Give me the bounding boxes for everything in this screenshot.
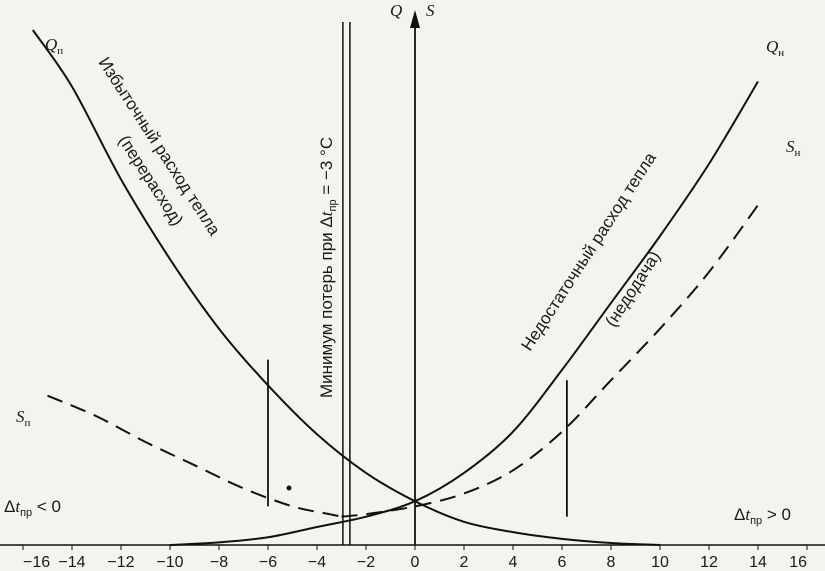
- label-q-deficit: Qн: [766, 37, 784, 59]
- dot-mark: [286, 485, 292, 491]
- x-tick-label: 6: [558, 554, 567, 571]
- markers: [267, 359, 568, 517]
- x-tick-label: 8: [607, 554, 616, 571]
- annotation-minimum: Минимум потерь при Δtпр = −3 °С: [317, 137, 339, 398]
- x-tick-label: −6: [259, 554, 277, 571]
- x-tick-label: 12: [700, 554, 718, 571]
- series-line: [47, 394, 342, 518]
- x-tick-label: −12: [107, 554, 134, 571]
- x-tick-label: 14: [749, 554, 767, 571]
- x-tick-label: −4: [308, 554, 326, 571]
- y-axis-label-q: Q: [390, 1, 402, 20]
- y-axis-arrow-icon: [410, 10, 420, 28]
- y-axis-label-s: S: [426, 1, 435, 20]
- minimum-loss-line: [342, 22, 351, 545]
- x-tick-label: 16: [789, 554, 807, 571]
- annotation-deficit-sub: (недодача): [601, 248, 664, 331]
- x-tick-label: 4: [509, 554, 518, 571]
- label-dt-positive: Δtпр > 0: [734, 505, 791, 527]
- x-tick-label: 2: [460, 554, 469, 571]
- x-tick-label: −14: [58, 554, 85, 571]
- curves: [31, 29, 759, 546]
- annotation-excess: Избыточный расход тепла: [95, 54, 225, 239]
- label-s-deficit: Sн: [786, 137, 801, 159]
- x-tick-label: −2: [357, 554, 375, 571]
- x-tick-label: 10: [651, 554, 669, 571]
- label-dt-negative: Δtпр < 0: [4, 497, 61, 519]
- annotation-deficit: Недостаточный расход тепла: [517, 149, 660, 355]
- x-tick-label: −16: [23, 554, 50, 571]
- x-tick-label: 0: [411, 554, 420, 571]
- x-tick-label: −10: [156, 554, 183, 571]
- series-line: [169, 80, 759, 546]
- label-s-excess: Sп: [16, 407, 31, 429]
- x-tick-labels: −16 −14 −12 −10 −8 −6 −4 −2 0 2 4 6 8 10 12 14 16: [22, 545, 808, 571]
- label-q-excess: Qп: [45, 35, 63, 57]
- series-line: [31, 29, 661, 546]
- x-tick-label: −8: [210, 554, 228, 571]
- series-line: [341, 204, 759, 518]
